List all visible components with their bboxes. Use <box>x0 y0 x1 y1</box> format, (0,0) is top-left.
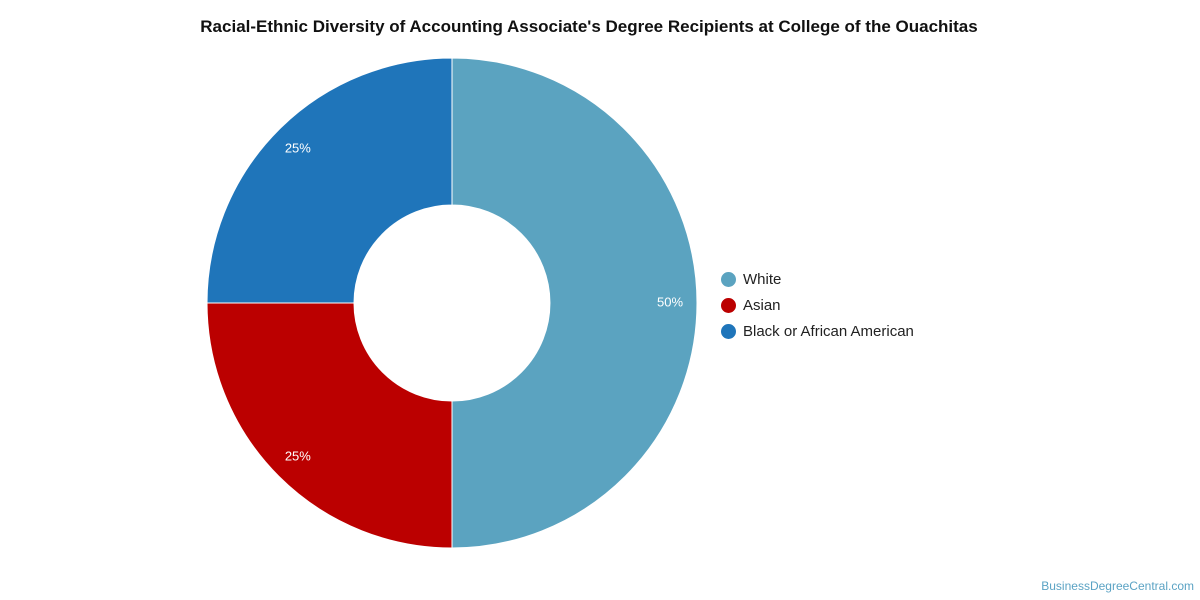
legend-item-black[interactable]: Black or African American <box>721 318 914 344</box>
slice-label-asian: 25% <box>285 449 311 464</box>
slice-black-or-african-american[interactable] <box>206 57 453 304</box>
legend-item-asian[interactable]: Asian <box>721 292 914 318</box>
legend-item-white[interactable]: White <box>721 266 914 292</box>
watermark: BusinessDegreeCentral.com <box>1041 579 1194 593</box>
legend-label-white: White <box>743 270 782 288</box>
slice-label-black-or-african-american: 25% <box>285 140 311 155</box>
legend-label-asian: Asian <box>743 296 781 314</box>
legend: White Asian Black or African American <box>721 266 914 344</box>
legend-swatch-asian <box>721 297 736 313</box>
legend-label-black: Black or African American <box>743 322 914 340</box>
slice-asian[interactable] <box>206 302 453 549</box>
chart-title: Racial-Ethnic Diversity of Accounting As… <box>200 17 978 36</box>
slice-white[interactable] <box>451 57 698 549</box>
legend-swatch-white <box>721 271 736 287</box>
slice-label-white: 50% <box>657 294 683 309</box>
legend-swatch-black <box>721 323 736 339</box>
